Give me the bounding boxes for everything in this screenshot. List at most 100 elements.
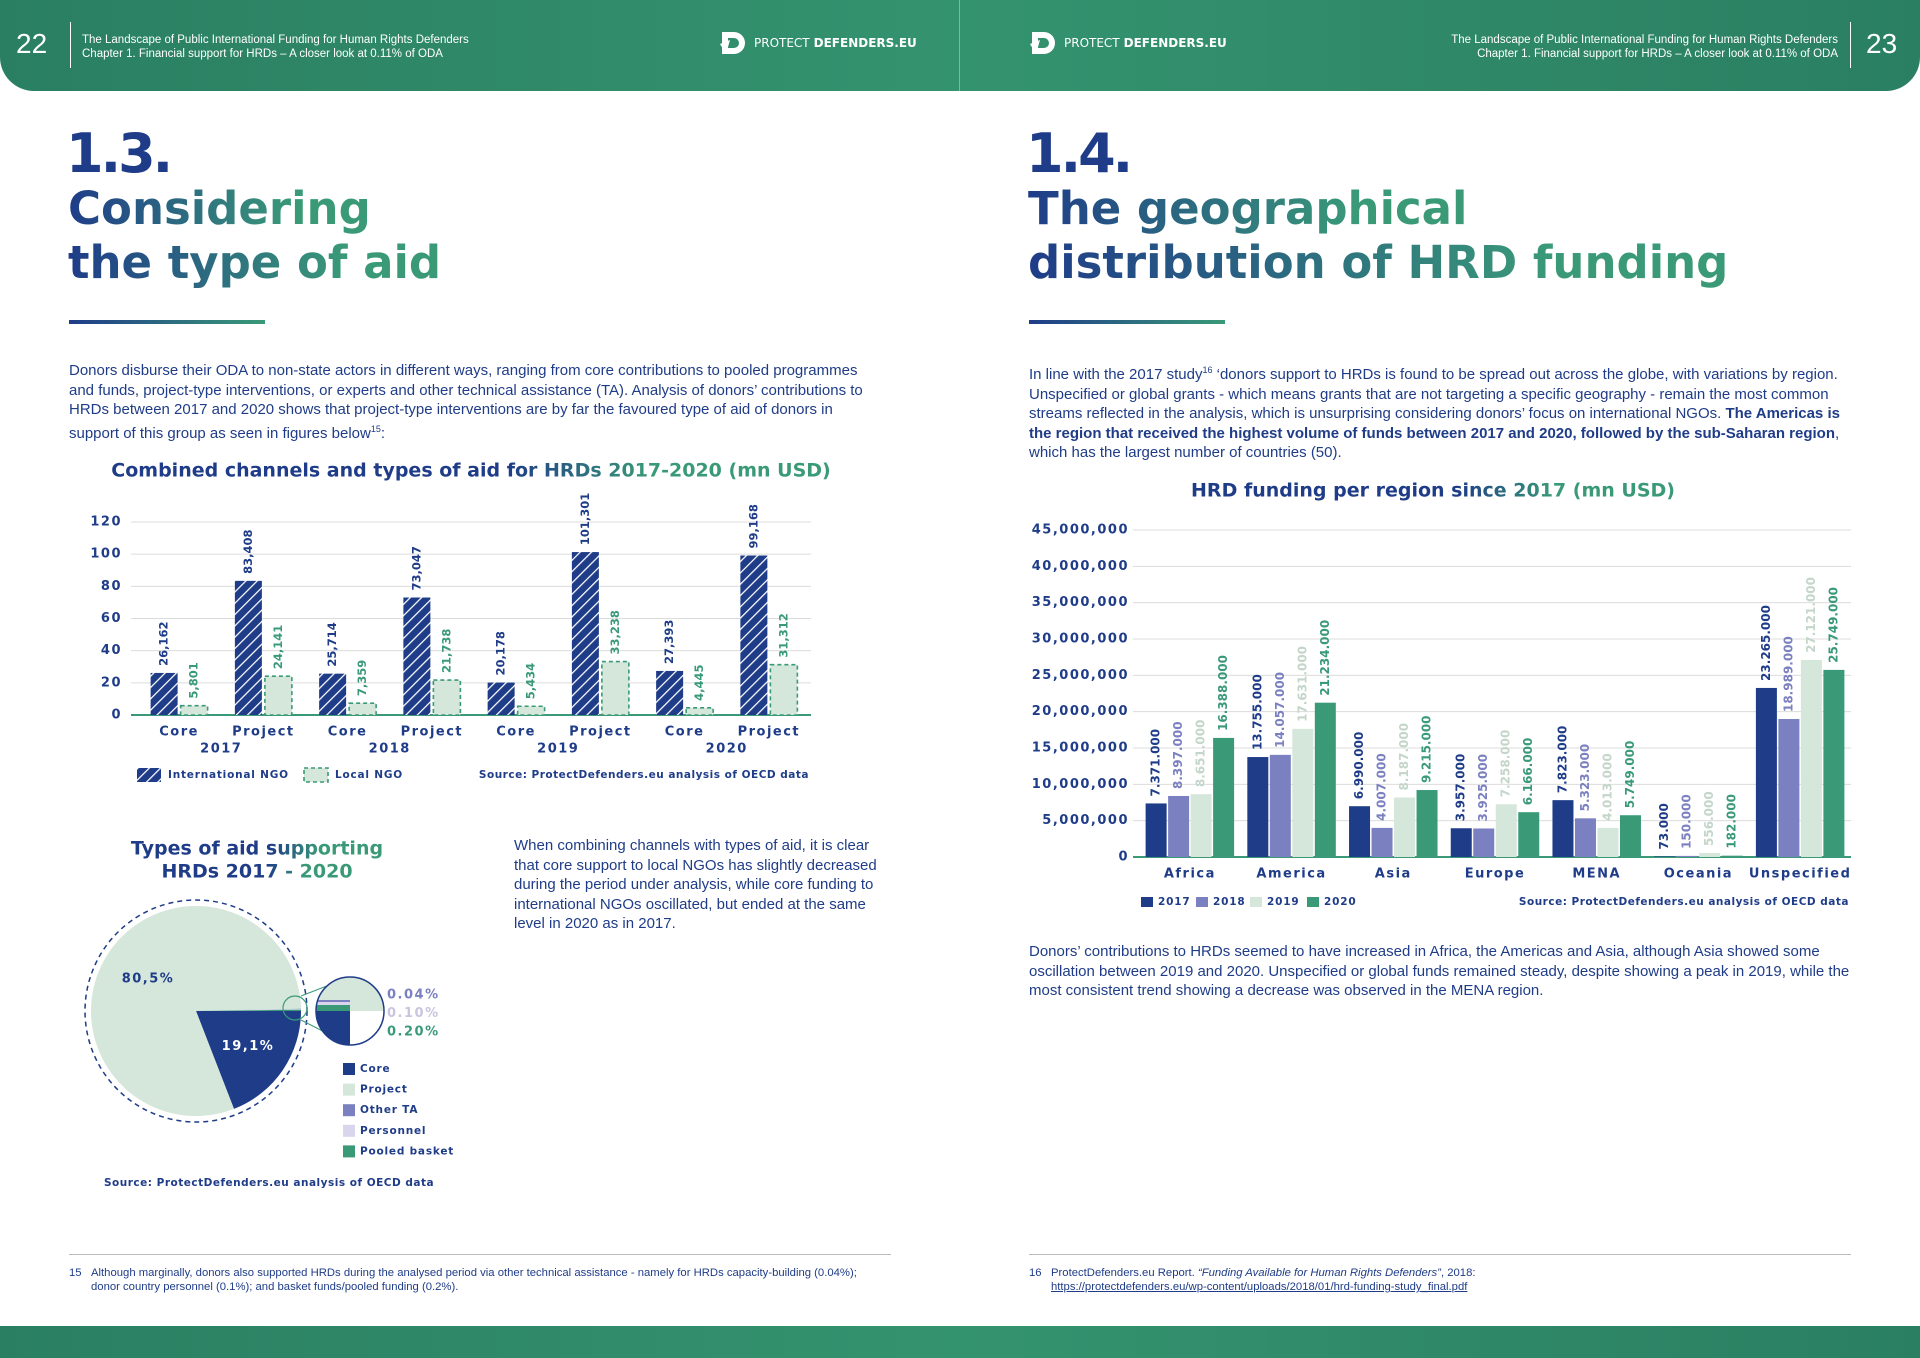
running-header: The Landscape of Public International Fu… (82, 33, 469, 61)
legend-label: 2018 (1213, 896, 1245, 908)
title-line: the type of aid (68, 236, 442, 289)
value-label: 150.000 (1680, 794, 1694, 849)
bar (1495, 804, 1517, 857)
legend-label: International NGO (168, 769, 289, 781)
slice-label: 0.20% (387, 1025, 440, 1040)
bar (432, 679, 462, 716)
source-note: Source: ProtectDefenders.eu analysis of … (1519, 896, 1849, 908)
title-rule (1029, 320, 1225, 324)
title-rule (69, 320, 265, 324)
bar (1721, 855, 1743, 857)
report-title: The Landscape of Public International Fu… (1451, 34, 1838, 46)
header-rule (70, 22, 71, 68)
link[interactable]: https://protectdefenders.eu/wp-content/u… (1051, 1281, 1468, 1293)
bar (1213, 737, 1235, 857)
y-tick-label: 45,000,000 (1032, 523, 1129, 538)
bar (1269, 754, 1291, 857)
bar (516, 705, 546, 716)
chart-title: HRD funding per region since 2017 (mn US… (1191, 480, 1675, 502)
y-tick-label: 10,000,000 (1032, 777, 1129, 792)
chart-title: Combined channels and types of aid for H… (111, 460, 830, 482)
x-tick-label: Unspecified (1749, 867, 1852, 882)
value-label: 99,168 (746, 504, 760, 548)
value-label: 7.371.000 (1149, 729, 1163, 797)
legend-swatch (1141, 897, 1153, 907)
value-label: 33,238 (608, 610, 622, 654)
x-tick-label: Project (569, 725, 632, 740)
value-label: 8.397.000 (1171, 721, 1185, 789)
bar (348, 702, 377, 716)
group-label: 2018 (369, 742, 411, 757)
legend-swatch (343, 1104, 355, 1117)
legend-swatch (343, 1124, 355, 1137)
legend-swatch (343, 1063, 355, 1075)
bar (571, 552, 599, 715)
pie-slice (196, 1011, 301, 1109)
bar (264, 675, 293, 716)
bar (1416, 790, 1438, 857)
pie-slice (196, 1008, 301, 1011)
section-number: 1.4. (1026, 122, 1133, 185)
value-label: 7.258.000 (1499, 730, 1513, 798)
text: : (380, 424, 386, 442)
value-label: 14.057.000 (1273, 672, 1287, 748)
x-tick-label: Core (159, 725, 199, 740)
footnote-rule (69, 1254, 891, 1255)
y-tick-label: 15,000,000 (1032, 741, 1129, 756)
footnote-text: ProtectDefenders.eu Report. “Funding Ava… (1051, 1266, 1841, 1294)
logo[interactable]: PROTECT DEFENDERS.EU (1028, 28, 1227, 58)
y-tick-label: 35,000,000 (1032, 595, 1129, 610)
source-note: Source: ProtectDefenders.eu analysis of … (479, 769, 809, 781)
slice-label: 0.04% (387, 988, 440, 1003)
section-title: Considering the type of aid (68, 182, 441, 290)
bar (656, 670, 684, 715)
logo-prefix: PROTECT (754, 36, 810, 50)
value-label: 8.187.000 (1397, 723, 1411, 791)
value-label: 26,162 (157, 622, 171, 666)
value-label: 21.234.000 (1318, 620, 1332, 696)
x-tick-label: Oceania (1664, 867, 1733, 882)
zoom-inset-outline (315, 976, 385, 1046)
logo-mark (1030, 32, 1055, 54)
legend-swatch (303, 767, 329, 783)
bar (1473, 828, 1495, 857)
y-tick-label: 0 (111, 708, 122, 723)
logo-mark (720, 32, 745, 54)
chapter: Chapter 1. Financial support for HRDs – … (1477, 48, 1838, 60)
logo[interactable]: PROTECT DEFENDERS.EU (718, 28, 917, 58)
value-label: 6.166.000 (1521, 738, 1535, 806)
logo-suffix: DEFENDERS.EU (813, 36, 917, 50)
x-tick-label: Project (232, 725, 295, 740)
bar (1755, 687, 1777, 857)
y-tick-label: 30,000,000 (1032, 632, 1129, 647)
header-rule (1850, 22, 1851, 68)
y-tick-label: 5,000,000 (1042, 813, 1129, 828)
italic-text: “Funding Available for Human Rights Defe… (1197, 1267, 1441, 1279)
value-label: 4.007.000 (1375, 753, 1389, 821)
legend-label: Pooled basket (360, 1145, 454, 1157)
slice-label: 80,5% (122, 971, 175, 986)
x-tick-label: Europe (1465, 867, 1526, 882)
y-tick-label: 120 (90, 515, 122, 530)
x-tick-label: Core (665, 725, 705, 740)
x-tick-label: America (1256, 867, 1326, 882)
footnote-number: 15 (69, 1267, 82, 1279)
slice-label: 19,1% (222, 1039, 275, 1054)
text: In line with the 2017 study (1029, 366, 1203, 383)
bar (234, 580, 262, 715)
title-line: The geographical (1028, 182, 1468, 235)
value-label: 7,359 (355, 660, 369, 696)
footnote-ref[interactable]: 16 (1202, 365, 1213, 375)
zoom-inset (317, 1000, 350, 1002)
group-label: 2020 (706, 742, 748, 757)
footnote-ref[interactable]: 15 (370, 423, 381, 434)
value-label: 556.000 (1702, 791, 1716, 846)
legend-swatch (1307, 897, 1319, 907)
intro-paragraph: In line with the 2017 study16 ‘donors su… (1029, 361, 1851, 463)
y-tick-label: 100 (90, 547, 122, 562)
value-label: 5,434 (524, 663, 538, 699)
value-label: 3.925.000 (1476, 754, 1490, 822)
footer-band (0, 1326, 1920, 1358)
value-label: 83,408 (241, 529, 255, 573)
x-tick-label: Asia (1375, 867, 1412, 882)
